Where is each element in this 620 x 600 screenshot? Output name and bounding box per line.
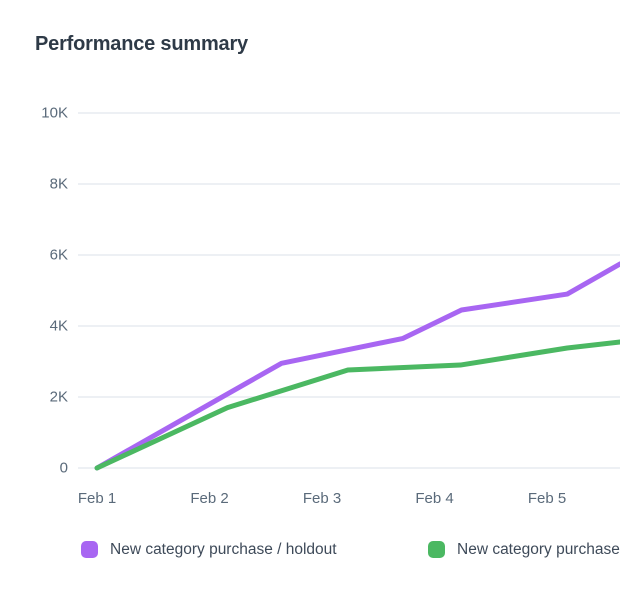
- x-axis-tick-label: Feb 1: [78, 490, 116, 507]
- x-axis-tick-label: Feb 3: [303, 490, 341, 507]
- legend-label-holdout: New category purchase / holdout: [110, 541, 337, 558]
- y-axis-tick-label: 0: [60, 460, 68, 477]
- x-axis-tick-label: Feb 5: [528, 490, 566, 507]
- series-line-1: [94, 339, 620, 471]
- holdout-series-swatch-icon: [81, 541, 98, 558]
- y-axis-tick-label: 10K: [41, 105, 68, 122]
- series-line-0: [94, 261, 620, 471]
- y-axis-tick-label: 4K: [50, 318, 68, 335]
- x-axis-tick-label: Feb 2: [190, 490, 228, 507]
- purchase-series-swatch-icon: [428, 541, 445, 558]
- legend-label-purchase: New category purchase: [457, 541, 620, 558]
- performance-line-chart[interactable]: 0 2K 4K 6K 8K 10K Feb 1 Feb 2 Feb 3 Feb 4 Feb 5: [0, 0, 620, 520]
- legend-item-purchase[interactable]: New category purchase: [428, 541, 620, 558]
- page-title: Performance summary: [35, 33, 248, 55]
- x-axis-tick-label: Feb 4: [415, 490, 453, 507]
- y-axis-tick-label: 6K: [50, 247, 68, 264]
- y-axis-tick-label: 2K: [50, 389, 68, 406]
- legend-item-holdout[interactable]: New category purchase / holdout: [81, 541, 337, 558]
- y-axis-tick-label: 8K: [50, 176, 68, 193]
